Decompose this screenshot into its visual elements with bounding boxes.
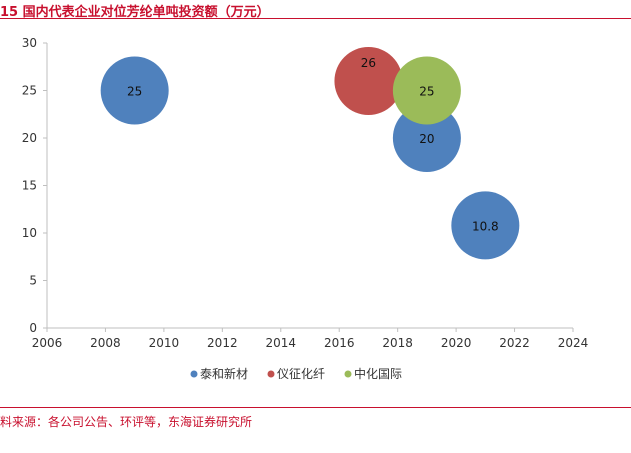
y-tick-label: 25 bbox=[22, 84, 37, 98]
legend-label: 中化国际 bbox=[354, 366, 402, 381]
y-tick-label: 30 bbox=[22, 36, 37, 50]
bubble-label: 25 bbox=[419, 85, 434, 99]
legend-label: 泰和新材 bbox=[200, 366, 248, 381]
x-tick-label: 2008 bbox=[90, 336, 121, 350]
x-tick-label: 2006 bbox=[32, 336, 63, 350]
legend-marker bbox=[267, 370, 275, 378]
title-divider bbox=[0, 18, 631, 19]
bubble-chart: 0 5 10 15 20 25 30 2006 2008 2010 2012 2014 2016 2018… bbox=[22, 36, 589, 381]
y-tick-label: 20 bbox=[22, 131, 37, 145]
chart-title: 15 国内代表企业对位芳纶单吨投资额（万元） bbox=[0, 5, 270, 20]
footer-divider bbox=[0, 407, 631, 408]
chart-axes: 0 5 10 15 20 25 30 2006 2008 2010 2012 2014 2016 2018… bbox=[22, 36, 589, 350]
x-tick-label: 2024 bbox=[558, 336, 589, 350]
legend-marker bbox=[190, 370, 198, 378]
bubble bbox=[451, 191, 520, 260]
source-note: 料来源：各公司公告、环评等，东海证券研究所 bbox=[0, 415, 253, 429]
x-tick-label: 2010 bbox=[149, 336, 180, 350]
bubble bbox=[392, 56, 461, 125]
x-tick-label: 2014 bbox=[266, 336, 297, 350]
bubble bbox=[100, 56, 169, 125]
x-tick-label: 2022 bbox=[499, 336, 530, 350]
bubble bbox=[392, 104, 461, 172]
x-tick-label: 2018 bbox=[382, 336, 413, 350]
y-tick-label: 0 bbox=[29, 321, 37, 335]
x-tick-label: 2020 bbox=[441, 336, 472, 350]
x-tick-label: 2016 bbox=[324, 336, 355, 350]
y-tick-label: 10 bbox=[22, 226, 37, 240]
bubble-label: 10.8 bbox=[472, 219, 499, 233]
y-tick-label: 5 bbox=[29, 274, 37, 288]
chart-legend: 泰和新材 仪征化纤 中化国际 bbox=[190, 366, 402, 381]
bubble-label: 20 bbox=[419, 132, 434, 146]
legend-label: 仪征化纤 bbox=[277, 367, 325, 381]
chart-bubbles: 25 20 10.8 26 25 bbox=[100, 47, 520, 260]
y-tick-label: 15 bbox=[22, 179, 37, 193]
legend-marker bbox=[344, 370, 352, 378]
bubble-label: 26 bbox=[361, 56, 376, 70]
x-tick-label: 2012 bbox=[207, 336, 238, 350]
bubble bbox=[334, 47, 403, 115]
bubble-label: 25 bbox=[127, 85, 142, 99]
chart-title-bar: 15 国内代表企业对位芳纶单吨投资额（万元） bbox=[0, 0, 631, 20]
